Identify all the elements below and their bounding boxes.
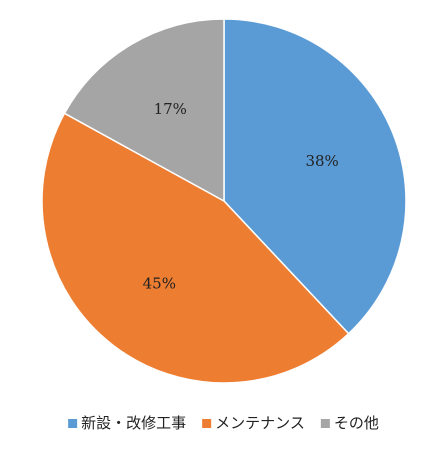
pie-slice <box>41 112 350 384</box>
legend-label: 新設・改修工事 <box>81 414 186 432</box>
legend-label: メンテナンス <box>215 414 305 432</box>
legend-swatch <box>202 419 212 428</box>
data-label: 38% <box>305 152 338 170</box>
legend-label: その他 <box>334 414 379 432</box>
pie-slice <box>223 18 407 335</box>
legend-swatch <box>320 419 330 428</box>
pie-slice <box>63 18 225 203</box>
legend-swatch <box>68 419 78 428</box>
data-label: 45% <box>143 274 176 292</box>
data-label: 17% <box>154 100 187 118</box>
